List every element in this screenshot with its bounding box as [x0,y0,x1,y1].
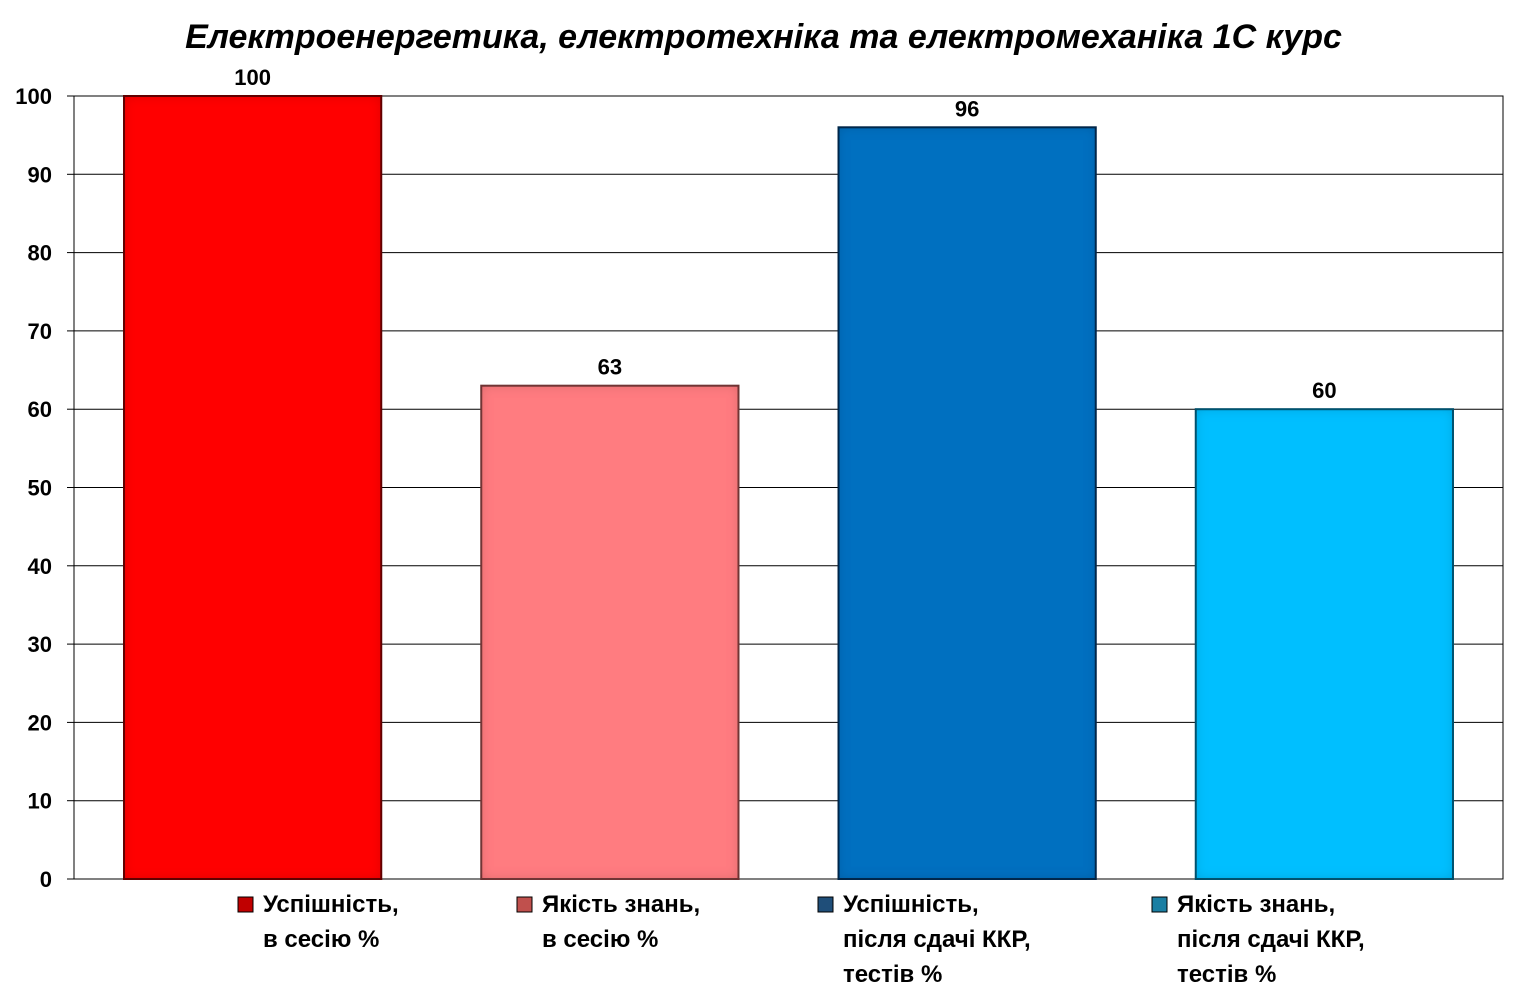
bar [837,126,1097,880]
bar [1194,408,1454,880]
data-label: 100 [234,65,271,90]
legend-label: Якість знань, [1177,891,1335,918]
chart-title: Електроенергетика, електротехніка та еле… [185,18,1342,56]
legend-label: в сесію % [263,926,379,953]
legend-label: після сдачі ККР, [843,926,1031,953]
y-tick-label: 80 [28,241,52,266]
legend-label: Якість знань, [542,891,700,918]
legend-swatch [237,896,254,913]
y-tick-label: 10 [28,789,52,814]
data-label: 60 [1312,378,1336,403]
y-tick-label: 60 [28,397,52,422]
bar [480,384,740,880]
data-label: 96 [955,96,979,121]
legend-swatch [516,896,533,913]
y-tick-label: 70 [28,319,52,344]
y-tick-label: 40 [28,554,52,579]
legend-label: Успішність, [263,891,399,918]
data-label: 63 [598,355,622,380]
legend-swatch [817,896,834,913]
legend-swatch [1151,896,1168,913]
y-tick-label: 20 [28,710,52,735]
y-tick-label: 100 [15,84,52,109]
y-tick-label: 0 [40,867,52,892]
legend-label: тестів % [843,961,942,988]
legend-label: після сдачі ККР, [1177,926,1365,953]
legend-label: тестів % [1177,961,1276,988]
legend-label: Успішність, [843,891,979,918]
legend-label: в сесію % [542,926,658,953]
y-tick-label: 90 [28,162,52,187]
y-tick-label: 50 [28,476,52,501]
bar [123,95,383,880]
y-tick-label: 30 [28,632,52,657]
